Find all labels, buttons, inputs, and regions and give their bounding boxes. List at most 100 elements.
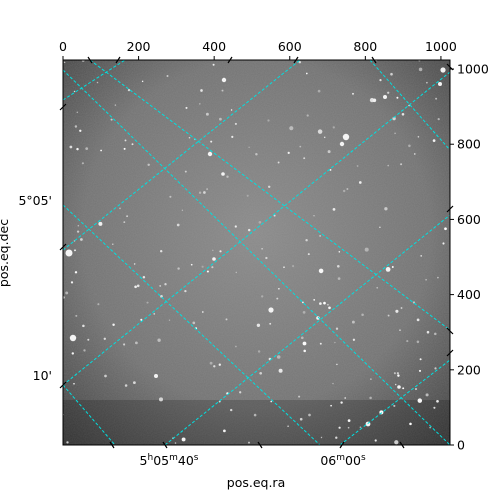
top-tick-label: 200 <box>127 39 151 54</box>
star <box>408 144 411 148</box>
star <box>414 153 416 155</box>
star <box>75 314 78 317</box>
star <box>358 181 362 184</box>
star <box>394 440 399 445</box>
star <box>319 342 322 345</box>
star <box>97 303 100 306</box>
image-panel <box>62 59 451 446</box>
star <box>299 145 302 148</box>
world-tick-mark <box>59 243 67 251</box>
star <box>79 129 82 132</box>
star <box>261 247 263 250</box>
star <box>303 349 306 353</box>
star <box>327 150 331 154</box>
world-tick-mark <box>87 56 93 64</box>
star <box>392 116 396 121</box>
star <box>76 111 79 114</box>
star <box>142 276 146 279</box>
star <box>225 318 228 321</box>
sky-noise <box>63 60 450 445</box>
star <box>305 238 308 242</box>
star <box>119 207 121 210</box>
star <box>269 322 272 325</box>
star <box>434 332 437 336</box>
world-tick-mark <box>109 441 115 449</box>
star <box>400 307 403 309</box>
right-tick-label: 1000 <box>457 62 489 77</box>
star <box>364 247 369 252</box>
star <box>218 363 221 366</box>
star <box>100 149 102 152</box>
star <box>103 337 106 340</box>
star <box>258 220 262 224</box>
star <box>319 234 322 237</box>
star <box>276 355 281 359</box>
star <box>146 301 149 304</box>
star <box>83 349 86 352</box>
star <box>426 330 430 334</box>
star <box>198 191 202 194</box>
star <box>338 251 341 253</box>
star <box>239 391 242 394</box>
star <box>134 285 137 289</box>
star <box>114 104 117 106</box>
world-tick-mark <box>59 381 67 389</box>
star <box>391 266 394 268</box>
world-tick-mark <box>162 441 168 449</box>
star <box>384 207 388 211</box>
star <box>212 63 215 66</box>
star <box>302 311 306 314</box>
star <box>335 436 338 439</box>
star <box>112 243 114 245</box>
star <box>70 281 74 284</box>
star <box>303 157 306 160</box>
star <box>329 168 332 171</box>
star <box>313 214 315 217</box>
star <box>387 164 389 167</box>
star <box>336 363 338 366</box>
star <box>248 146 250 149</box>
star <box>69 145 73 149</box>
star <box>184 289 187 293</box>
star <box>356 165 359 167</box>
star <box>406 340 409 343</box>
star <box>394 383 397 386</box>
dec-grid-line <box>339 359 450 445</box>
world-tick-mark <box>227 56 233 64</box>
star <box>435 97 438 100</box>
x-axis-title: pos.eq.ra <box>227 475 285 490</box>
star <box>212 249 214 252</box>
right-tick-label: 800 <box>457 137 481 152</box>
star <box>153 313 155 315</box>
world-coordinate-ticks <box>59 56 454 449</box>
top-tick-label: 800 <box>353 39 377 54</box>
star <box>379 226 381 229</box>
star <box>213 365 216 368</box>
star <box>81 162 84 165</box>
star <box>444 227 447 231</box>
bright-star <box>316 316 320 320</box>
star <box>332 208 336 211</box>
star <box>71 352 75 355</box>
top-tick-label: 400 <box>202 39 226 54</box>
star <box>261 295 264 298</box>
star <box>87 338 90 341</box>
star <box>385 267 391 272</box>
star <box>395 309 399 313</box>
star <box>278 368 283 373</box>
bright-star <box>65 249 73 257</box>
star <box>415 388 417 390</box>
star <box>332 126 335 129</box>
plot-frame <box>62 59 451 446</box>
star <box>327 303 329 306</box>
star <box>136 284 140 288</box>
y-axis-title: pos.eq.dec <box>0 219 11 287</box>
star <box>209 361 213 365</box>
star <box>198 103 201 105</box>
bright-star <box>440 67 446 73</box>
world-tick-mark <box>446 349 454 357</box>
ra-grid-line <box>89 60 450 331</box>
star <box>147 163 150 167</box>
star <box>418 67 423 72</box>
